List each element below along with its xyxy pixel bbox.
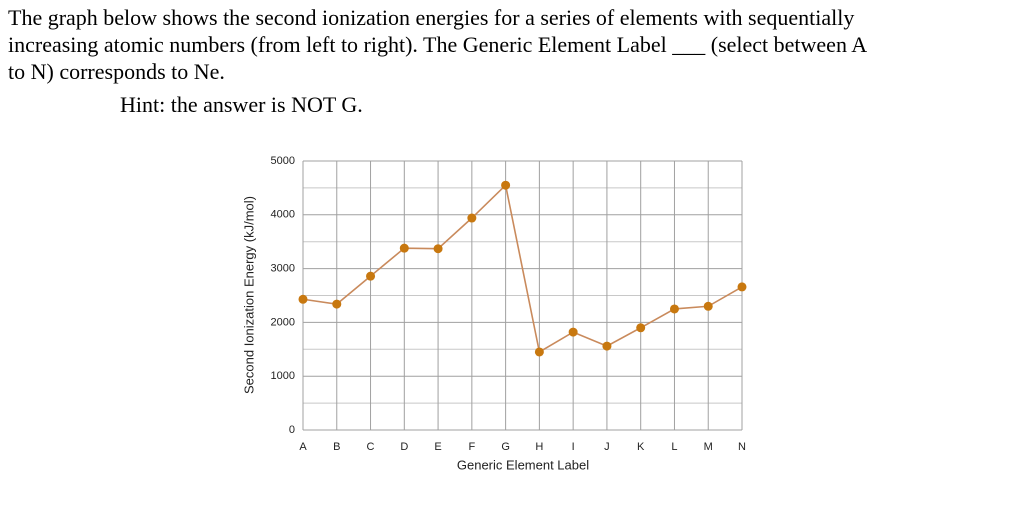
x-tick-label: E (434, 441, 441, 453)
x-tick-label: H (535, 441, 543, 453)
x-tick-label: K (637, 441, 645, 453)
data-point (433, 244, 443, 254)
data-point (703, 301, 713, 311)
question-line: increasing atomic numbers (from left to … (8, 32, 868, 57)
x-tick-label: N (738, 441, 746, 453)
data-point (669, 304, 679, 314)
y-tick-label: 4000 (271, 209, 295, 221)
y-tick-label: 0 (289, 424, 295, 436)
data-point (298, 294, 308, 304)
data-line (302, 183, 743, 354)
y-tick-label: 5000 (271, 155, 295, 167)
x-tick-label: C (367, 441, 375, 453)
x-tick-label: A (299, 441, 307, 453)
data-point (534, 347, 544, 357)
data-point (636, 323, 646, 333)
data-point (399, 243, 409, 253)
y-tick-label: 2000 (271, 316, 295, 328)
data-point (332, 299, 342, 309)
x-tick-label: I (572, 441, 575, 453)
y-axis-label: Second Ionization Energy (kJ/mol) (241, 196, 256, 394)
x-tick-label: D (400, 441, 408, 453)
x-tick-label: L (671, 441, 677, 453)
y-tick-label: 1000 (271, 370, 295, 382)
y-tick-label: 3000 (271, 263, 295, 275)
x-axis-label: Generic Element Label (457, 457, 589, 472)
x-tick-label: J (604, 441, 610, 453)
data-point (568, 327, 578, 337)
question-line: to N) corresponds to Ne. (8, 59, 225, 84)
hint: Hint: the answer is NOT G. (120, 92, 363, 117)
x-tick-label: B (333, 441, 340, 453)
data-point (366, 271, 376, 281)
x-tick-label: F (468, 441, 475, 453)
data-point (737, 282, 747, 292)
data-point (467, 213, 477, 223)
data-point (501, 180, 511, 190)
x-tick-label: M (704, 441, 713, 453)
x-tick-label: G (501, 441, 510, 453)
question-line: The graph below shows the second ionizat… (8, 5, 855, 30)
data-point (602, 341, 612, 351)
